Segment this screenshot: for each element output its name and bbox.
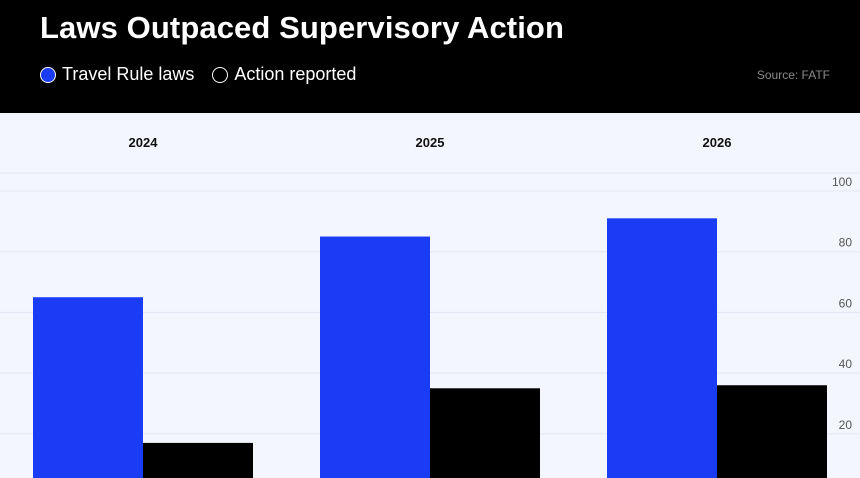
bar-travel-rule-laws-2024 [33, 297, 143, 478]
bar-action-reported-2024 [143, 442, 253, 478]
y-tick-label-60: 60 [839, 296, 853, 310]
category-label-2024: 2024 [129, 135, 159, 150]
plot-area: 2024 2025 2026 20 40 60 80 100 [0, 113, 860, 478]
y-tick-label-80: 80 [839, 236, 853, 250]
source-note: Source: FATF [756, 68, 830, 82]
legend-swatch-action-reported [212, 66, 229, 83]
bar-chart: 2024 2025 2026 20 40 60 80 100 [0, 135, 860, 478]
chart-title: Laws Outpaced Supervisory Action [40, 10, 565, 45]
bar-travel-rule-laws-2025 [320, 236, 430, 478]
bar-travel-rule-laws-2026 [607, 218, 717, 478]
legend-label-travel-rule-laws: Travel Rule laws [62, 64, 195, 84]
category-label-2026: 2026 [703, 135, 732, 150]
legend-item-travel-rule-laws: Travel Rule laws [40, 64, 194, 85]
y-tick-label-40: 40 [839, 357, 853, 371]
legend: Travel Rule laws Action reported [40, 64, 374, 85]
category-label-2025: 2025 [416, 135, 445, 150]
legend-swatch-travel-rule-laws [40, 66, 56, 83]
y-tick-label-20: 20 [839, 418, 853, 432]
legend-item-action-reported: Action reported [212, 64, 356, 85]
y-tick-label-100: 100 [832, 175, 852, 189]
bar-action-reported-2025 [430, 388, 540, 478]
chart-header: Laws Outpaced Supervisory Action Travel … [0, 0, 860, 113]
legend-label-action-reported: Action reported [234, 64, 357, 84]
bar-action-reported-2026 [717, 385, 827, 478]
